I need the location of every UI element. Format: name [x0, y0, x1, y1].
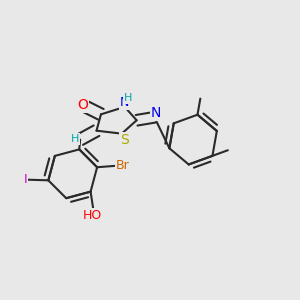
Text: N: N [151, 106, 161, 120]
Text: O: O [77, 98, 88, 112]
Text: H: H [70, 134, 79, 144]
Text: H: H [124, 93, 133, 103]
Text: HO: HO [82, 209, 102, 222]
Text: I: I [23, 173, 27, 186]
Text: Br: Br [116, 159, 129, 172]
Text: N: N [120, 96, 129, 109]
Text: S: S [120, 133, 128, 147]
